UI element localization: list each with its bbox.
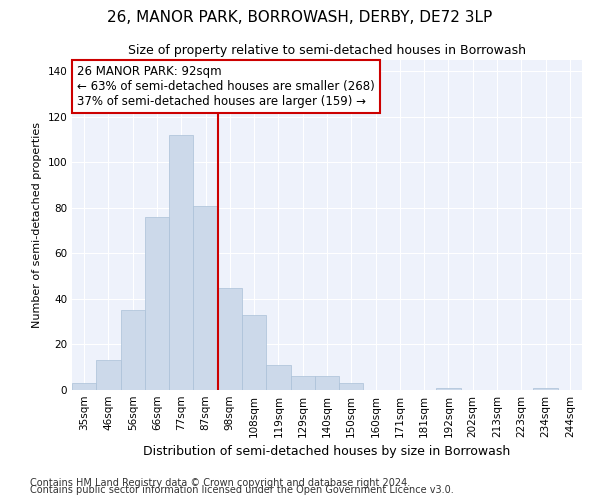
Bar — [145, 217, 169, 390]
Bar — [218, 288, 242, 390]
Text: 26 MANOR PARK: 92sqm
← 63% of semi-detached houses are smaller (268)
37% of semi: 26 MANOR PARK: 92sqm ← 63% of semi-detac… — [77, 65, 375, 108]
Bar — [533, 388, 558, 390]
Y-axis label: Number of semi-detached properties: Number of semi-detached properties — [32, 122, 42, 328]
Bar — [193, 206, 218, 390]
Bar — [72, 383, 96, 390]
Bar — [290, 376, 315, 390]
Bar — [169, 135, 193, 390]
Text: Contains public sector information licensed under the Open Government Licence v3: Contains public sector information licen… — [30, 485, 454, 495]
Text: Contains HM Land Registry data © Crown copyright and database right 2024.: Contains HM Land Registry data © Crown c… — [30, 478, 410, 488]
Bar — [266, 365, 290, 390]
Title: Size of property relative to semi-detached houses in Borrowash: Size of property relative to semi-detach… — [128, 44, 526, 58]
Bar — [315, 376, 339, 390]
Text: 26, MANOR PARK, BORROWASH, DERBY, DE72 3LP: 26, MANOR PARK, BORROWASH, DERBY, DE72 3… — [107, 10, 493, 25]
Bar — [242, 315, 266, 390]
Bar — [121, 310, 145, 390]
Bar — [339, 383, 364, 390]
Bar — [96, 360, 121, 390]
X-axis label: Distribution of semi-detached houses by size in Borrowash: Distribution of semi-detached houses by … — [143, 446, 511, 458]
Bar — [436, 388, 461, 390]
